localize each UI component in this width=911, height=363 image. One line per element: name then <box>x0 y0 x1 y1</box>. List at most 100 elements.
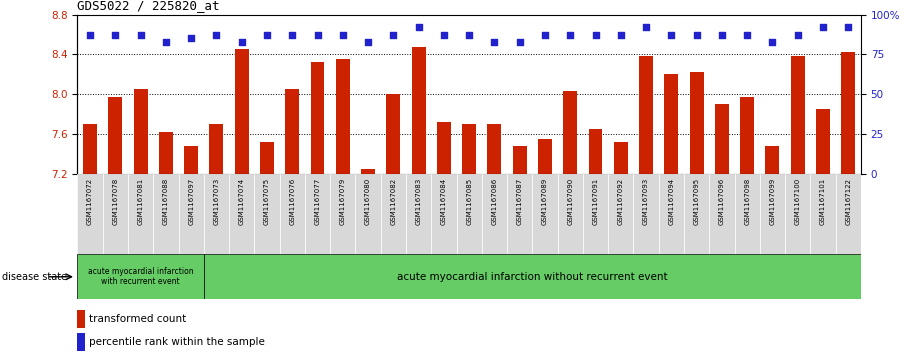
Text: GSM1167085: GSM1167085 <box>466 178 472 225</box>
Bar <box>361 169 375 174</box>
Bar <box>462 124 476 174</box>
Point <box>664 32 679 38</box>
Point <box>108 32 123 38</box>
Point <box>815 24 830 30</box>
Bar <box>386 94 400 174</box>
Bar <box>563 91 578 174</box>
Point <box>462 32 476 38</box>
Bar <box>280 174 305 254</box>
Text: GSM1167084: GSM1167084 <box>441 178 447 225</box>
Bar <box>811 174 835 254</box>
Bar <box>406 174 431 254</box>
Text: percentile rank within the sample: percentile rank within the sample <box>88 337 264 347</box>
Bar <box>134 89 148 174</box>
Point <box>765 39 780 45</box>
Bar <box>715 104 729 174</box>
Point <box>234 39 249 45</box>
Text: GSM1167093: GSM1167093 <box>643 178 649 225</box>
Bar <box>229 174 254 254</box>
Point <box>335 32 350 38</box>
Bar <box>437 122 451 174</box>
Bar <box>614 142 628 174</box>
Bar <box>285 89 299 174</box>
Text: GSM1167122: GSM1167122 <box>845 178 851 225</box>
Point <box>83 32 97 38</box>
Bar <box>659 174 684 254</box>
Bar <box>741 97 754 174</box>
Point <box>311 32 325 38</box>
Bar <box>710 174 734 254</box>
Bar <box>77 310 86 328</box>
Point <box>589 32 603 38</box>
Point <box>184 36 199 41</box>
Bar <box>128 174 153 254</box>
Text: acute myocardial infarction
with recurrent event: acute myocardial infarction with recurre… <box>87 267 193 286</box>
Bar <box>83 124 97 174</box>
Text: GSM1167083: GSM1167083 <box>415 178 422 225</box>
Bar <box>690 72 703 174</box>
Text: GSM1167089: GSM1167089 <box>542 178 548 225</box>
Point <box>133 32 148 38</box>
Bar <box>664 74 679 174</box>
Text: GSM1167082: GSM1167082 <box>390 178 396 225</box>
Point <box>690 32 704 38</box>
Text: GSM1167086: GSM1167086 <box>491 178 497 225</box>
Bar <box>412 48 425 174</box>
Point <box>487 39 502 45</box>
Text: GSM1167092: GSM1167092 <box>618 178 624 225</box>
Bar <box>609 174 633 254</box>
Bar <box>159 132 173 174</box>
Text: GSM1167077: GSM1167077 <box>314 178 321 225</box>
Bar <box>330 174 355 254</box>
Text: GSM1167076: GSM1167076 <box>290 178 295 225</box>
Bar <box>311 62 324 174</box>
Text: GSM1167098: GSM1167098 <box>744 178 750 225</box>
Text: GSM1167078: GSM1167078 <box>112 178 118 225</box>
Bar <box>260 142 274 174</box>
Text: GSM1167097: GSM1167097 <box>189 178 194 225</box>
Bar <box>108 97 122 174</box>
Text: GSM1167075: GSM1167075 <box>264 178 270 225</box>
Bar <box>179 174 204 254</box>
Bar <box>558 174 583 254</box>
Text: GSM1167100: GSM1167100 <box>794 178 801 225</box>
Point <box>537 32 552 38</box>
Text: GSM1167080: GSM1167080 <box>365 178 371 225</box>
Bar <box>482 174 507 254</box>
Bar <box>765 146 780 174</box>
Bar <box>835 174 861 254</box>
Text: GSM1167094: GSM1167094 <box>669 178 674 225</box>
Text: disease state: disease state <box>2 272 67 282</box>
Text: GSM1167095: GSM1167095 <box>693 178 700 225</box>
Text: GSM1167091: GSM1167091 <box>592 178 599 225</box>
Bar <box>583 174 609 254</box>
Text: GSM1167088: GSM1167088 <box>163 178 169 225</box>
Point <box>436 32 451 38</box>
Bar <box>153 174 179 254</box>
Text: GSM1167081: GSM1167081 <box>138 178 144 225</box>
Bar <box>381 174 406 254</box>
Bar <box>103 174 128 254</box>
Bar <box>842 53 855 174</box>
Bar <box>785 174 811 254</box>
Text: GSM1167090: GSM1167090 <box>568 178 573 225</box>
Point <box>159 39 173 45</box>
Bar <box>532 174 558 254</box>
Text: GSM1167074: GSM1167074 <box>239 178 245 225</box>
Bar <box>640 56 653 174</box>
Bar <box>77 174 103 254</box>
Point <box>714 32 729 38</box>
Point <box>210 32 224 38</box>
Text: GSM1167087: GSM1167087 <box>517 178 523 225</box>
Bar <box>684 174 710 254</box>
Bar <box>734 174 760 254</box>
Text: GSM1167073: GSM1167073 <box>213 178 220 225</box>
Text: GSM1167079: GSM1167079 <box>340 178 346 225</box>
Point <box>512 39 527 45</box>
Text: GDS5022 / 225820_at: GDS5022 / 225820_at <box>77 0 220 12</box>
Text: acute myocardial infarction without recurrent event: acute myocardial infarction without recu… <box>397 272 668 282</box>
Point <box>361 39 375 45</box>
Point <box>639 24 653 30</box>
Bar <box>760 174 785 254</box>
Point <box>260 32 274 38</box>
